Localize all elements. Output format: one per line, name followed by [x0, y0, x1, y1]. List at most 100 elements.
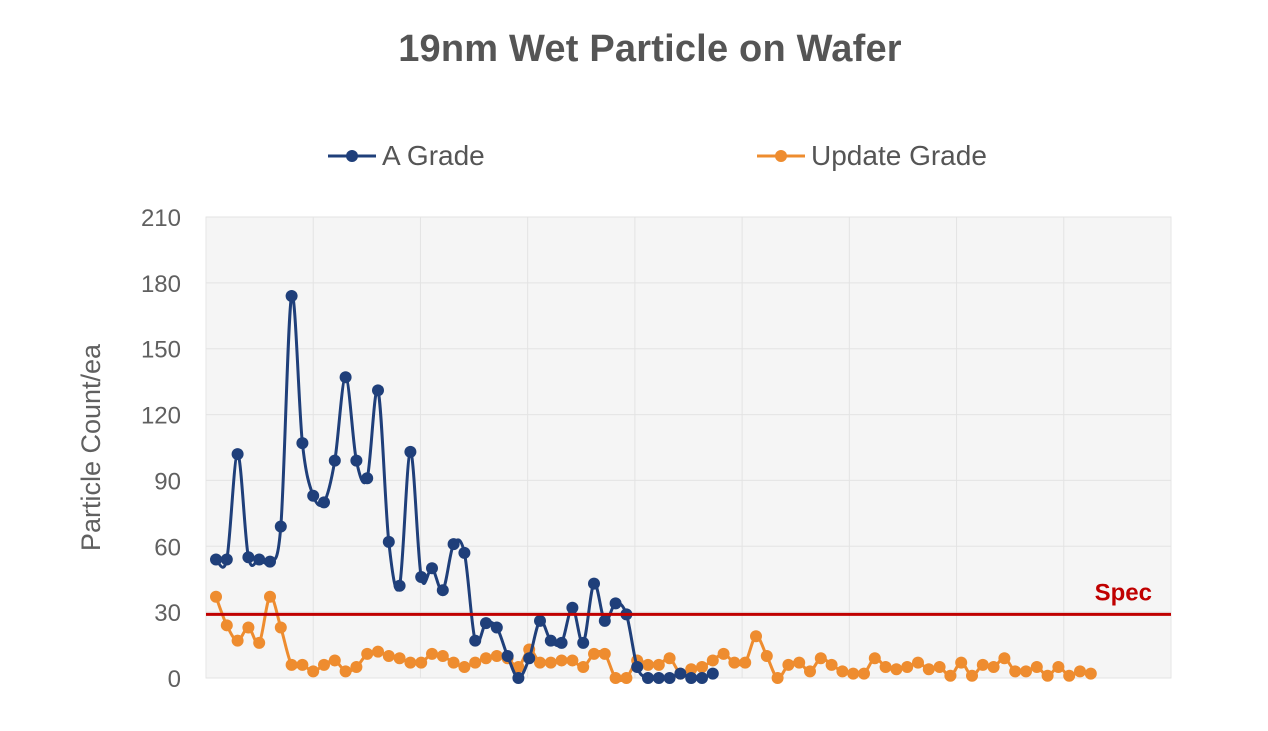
data-point-update-grade	[868, 652, 881, 665]
data-point-update-grade	[1074, 665, 1086, 678]
data-point-a-grade	[598, 614, 611, 627]
data-point-update-grade	[404, 656, 417, 669]
chart-title: 19nm Wet Particle on Wafer	[398, 28, 902, 70]
data-point-update-grade	[458, 661, 471, 674]
data-point-update-grade	[490, 650, 503, 663]
data-point-update-grade	[922, 663, 935, 676]
data-point-update-grade	[1020, 665, 1032, 678]
data-point-update-grade	[598, 647, 611, 660]
data-point-update-grade	[588, 647, 600, 660]
data-point-update-grade	[512, 661, 525, 674]
data-point-update-grade	[825, 658, 838, 671]
data-point-update-grade	[285, 658, 298, 671]
data-point-update-grade	[220, 619, 233, 632]
data-point-a-grade	[555, 636, 568, 649]
data-point-update-grade	[350, 661, 363, 674]
data-point-a-grade	[663, 672, 676, 684]
data-point-update-grade	[469, 656, 482, 669]
spec-label: Spec	[1095, 579, 1152, 606]
data-point-update-grade	[717, 647, 730, 660]
data-point-update-grade	[1009, 665, 1022, 678]
y-tick-label: 60	[154, 534, 181, 561]
data-point-a-grade	[490, 621, 503, 634]
data-point-update-grade	[1052, 661, 1065, 674]
data-point-update-grade	[393, 652, 406, 665]
legend-label-a-grade: A Grade	[382, 140, 485, 171]
data-point-a-grade	[231, 448, 244, 461]
data-point-a-grade	[588, 577, 600, 590]
data-point-update-grade	[955, 656, 968, 669]
data-point-a-grade	[426, 562, 438, 575]
data-point-update-grade	[782, 658, 795, 671]
data-point-update-grade	[1041, 669, 1054, 682]
data-point-update-grade	[793, 656, 806, 669]
legend-label-update-grade: Update Grade	[811, 140, 987, 171]
data-point-a-grade	[350, 454, 363, 467]
data-point-update-grade	[415, 656, 428, 669]
y-tick-label: 120	[141, 403, 181, 430]
data-point-a-grade	[220, 553, 233, 566]
data-point-update-grade	[944, 669, 957, 682]
y-tick-label: 180	[141, 271, 181, 298]
data-point-update-grade	[264, 590, 276, 603]
data-point-update-grade	[890, 663, 903, 676]
y-axis-label: Particle Count/ea	[76, 343, 106, 551]
data-point-a-grade	[372, 384, 384, 397]
data-point-a-grade	[642, 672, 654, 684]
data-point-a-grade	[404, 445, 417, 458]
data-point-update-grade	[555, 654, 568, 667]
data-point-a-grade	[307, 489, 320, 502]
legend-item-a-grade: A Grade	[328, 136, 485, 176]
data-point-update-grade	[447, 656, 460, 669]
data-point-a-grade	[458, 546, 471, 559]
data-point-update-grade	[642, 658, 654, 671]
y-tick-label: 0	[168, 666, 181, 693]
data-point-update-grade	[771, 672, 784, 684]
data-point-a-grade	[210, 553, 222, 566]
data-point-update-grade	[976, 658, 989, 671]
data-point-update-grade	[1063, 669, 1076, 682]
data-point-update-grade	[426, 647, 438, 660]
data-point-a-grade	[480, 617, 492, 630]
data-point-update-grade	[436, 650, 449, 663]
y-tick-label: 90	[154, 468, 181, 495]
data-point-update-grade	[296, 658, 309, 671]
data-point-a-grade	[469, 634, 482, 647]
data-point-update-grade	[242, 621, 255, 634]
data-point-a-grade	[631, 661, 644, 674]
data-point-a-grade	[544, 634, 557, 647]
data-point-update-grade	[966, 669, 978, 682]
data-point-a-grade	[264, 555, 276, 568]
data-point-update-grade	[987, 661, 1000, 674]
data-point-a-grade	[274, 520, 287, 533]
data-point-update-grade	[609, 672, 622, 684]
data-point-update-grade	[739, 656, 752, 669]
data-point-a-grade	[501, 650, 514, 663]
data-point-update-grade	[339, 665, 352, 678]
data-point-a-grade	[523, 652, 536, 665]
data-point-update-grade	[901, 661, 914, 674]
data-point-update-grade	[544, 656, 557, 669]
legend-item-update-grade: Update Grade	[757, 136, 987, 176]
data-point-update-grade	[858, 667, 870, 680]
data-point-update-grade	[566, 654, 579, 667]
data-point-a-grade	[382, 535, 395, 548]
data-point-update-grade	[912, 656, 924, 669]
data-point-update-grade	[652, 658, 665, 671]
data-point-a-grade	[436, 584, 449, 597]
data-point-a-grade	[696, 672, 708, 684]
data-point-update-grade	[847, 667, 860, 680]
data-point-update-grade	[480, 652, 492, 665]
data-point-update-grade	[534, 656, 546, 669]
y-tick-label: 30	[154, 600, 181, 627]
y-tick-label: 150	[141, 337, 181, 364]
data-point-a-grade	[577, 636, 590, 649]
data-point-a-grade	[318, 496, 330, 509]
data-point-a-grade	[285, 290, 298, 303]
data-point-update-grade	[231, 634, 244, 647]
data-point-a-grade	[609, 597, 622, 610]
data-point-update-grade	[879, 661, 892, 674]
data-point-a-grade	[361, 472, 374, 485]
data-point-a-grade	[328, 454, 341, 467]
